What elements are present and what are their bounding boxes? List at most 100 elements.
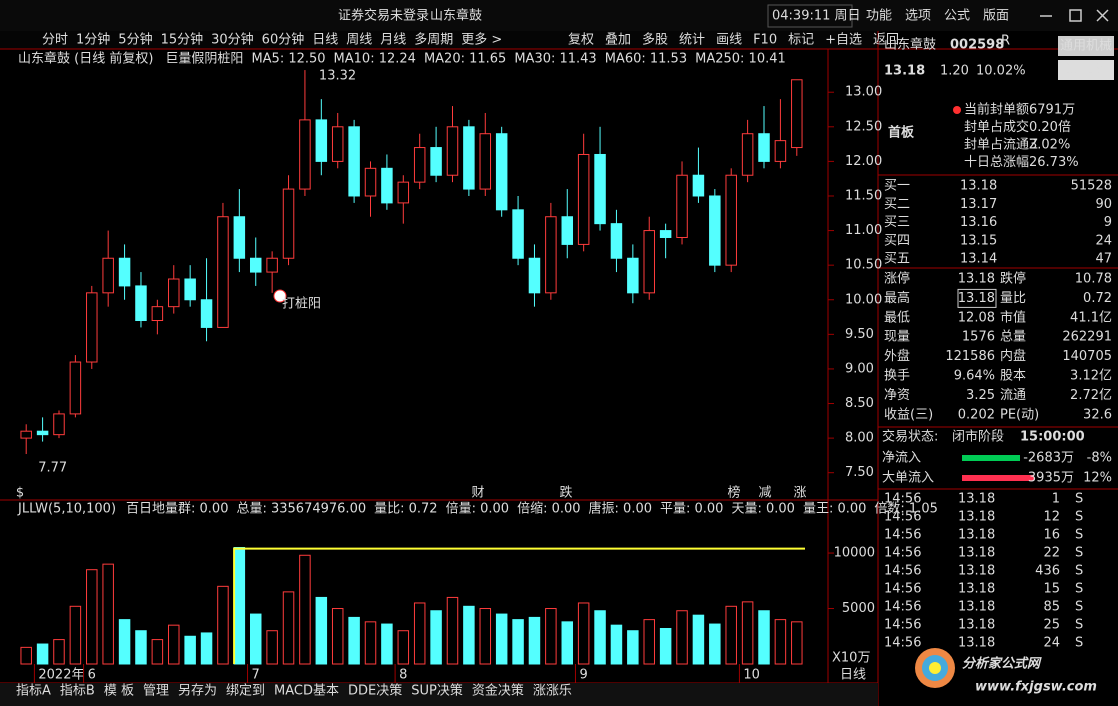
candle-body [397,181,410,204]
candle-body [479,133,492,190]
trade-side: S [1075,510,1083,525]
tab[interactable]: 资金决策 [472,683,524,699]
period-button[interactable]: 分时 [42,33,68,48]
tool-button[interactable]: 返回 [873,33,899,48]
chart-subtitle: 山东章鼓 (日线 前复权) [18,51,153,67]
trade-side: S [1075,582,1083,597]
tab[interactable]: DDE决策 [348,683,402,699]
trade-side: S [1075,600,1083,615]
stock-name: 山东章鼓 [884,37,936,53]
candle-body [282,188,295,259]
candle-body [184,278,196,301]
trade-price: 13.18 [958,546,995,561]
trade-volume: 85 [1043,600,1060,615]
y-tick-label: 11.00 [845,223,882,238]
volume-legend: 倍缩: 0.00 [517,501,580,517]
volume-bar [627,630,639,665]
ma-legend: MA5: 12.50 [251,52,325,67]
period-button[interactable]: 30分钟 [211,32,254,48]
period-button[interactable]: 1分钟 [76,32,110,48]
tab[interactable]: 指标A [16,684,51,699]
volume-bar [20,646,32,665]
period-button[interactable]: 5分钟 [118,32,152,48]
tab[interactable]: 另存为 [178,684,217,699]
volume-bar [709,623,721,665]
candle-body [692,174,705,197]
trade-time: 14:56 [884,636,921,651]
bid-price: 13.14 [960,252,997,267]
tool-button[interactable]: 标记 [788,33,814,48]
industry-pct-box [1058,60,1114,80]
volume-bar [135,630,147,665]
stat-label: 现量 [884,330,910,345]
flow-label: 大单流入 [882,471,934,486]
trade-time: 14:56 [884,618,921,633]
volume-bar [364,621,377,665]
period-button[interactable]: 15分钟 [161,32,204,48]
menu-item[interactable]: 选项 [905,9,931,24]
volume-bar [233,547,246,665]
seal-label: 十日总涨幅 [964,155,1029,170]
tab[interactable]: SUP决策 [411,683,463,699]
stat-value: 3.25 [966,388,995,403]
seal-label: 封单占成交 [964,119,1029,135]
bid-volume: 90 [1095,197,1112,212]
event-marker: 财 [471,486,484,501]
tab[interactable]: 绑定到 [226,684,265,699]
period-button[interactable]: 60分钟 [262,32,305,48]
tab[interactable]: 涨涨乐 [533,684,572,699]
stock-flag: R [1001,34,1010,49]
menu-item[interactable]: 功能 [866,9,892,24]
volume-bar [446,596,459,665]
period-button[interactable]: 月线 [380,33,406,48]
period-button[interactable]: 更多 > [461,32,502,48]
candle-body [348,126,360,197]
industry[interactable]: 通用机械 [1060,39,1112,54]
candle-body [659,230,672,238]
trade-time: 14:56 [884,492,921,507]
bid-volume: 47 [1095,252,1112,267]
volume-bar [266,630,278,665]
candle-body [413,147,426,183]
event-marker: $ [16,486,24,501]
menu-item[interactable]: 公式 [944,9,970,24]
period-button[interactable]: 多周期 [414,32,453,48]
volume-bar [69,605,82,665]
y-tick-label: 9.50 [845,327,874,342]
trade-volume: 1 [1052,492,1060,507]
tool-button[interactable]: F10 [753,33,777,48]
y-tick-label: 10.00 [845,292,882,307]
candle-body [446,126,459,176]
candle-body [151,306,164,322]
tool-button[interactable]: +自选 [825,33,862,48]
flow-bar [962,475,1034,481]
tool-button[interactable]: 复权 [568,32,594,48]
trade-time: 14:56 [884,510,921,525]
volume-bar [610,624,623,665]
trade-time: 14:56 [884,528,921,543]
bid-price: 13.18 [960,179,997,194]
tab[interactable]: 指标B [60,684,95,699]
tab[interactable]: 模 板 [104,684,134,699]
annotation-icon [273,289,287,303]
flow-pct: 12% [1083,471,1112,486]
volume-bar [528,616,541,665]
tool-button[interactable]: 多股 [642,32,668,48]
seal-value: 26.73% [1029,155,1079,170]
tool-button[interactable]: 叠加 [605,33,631,48]
trade-side: S [1075,492,1083,507]
y-tick-label: 10.50 [845,258,882,273]
window-controls[interactable] [1040,9,1109,22]
status-value: 闭市阶段 [952,429,1004,445]
menu-item[interactable]: 版面 [983,9,1009,24]
tool-button[interactable]: 画线 [716,33,742,48]
tab[interactable]: MACD基本 [274,684,339,699]
period-button[interactable]: 日线 [312,33,338,48]
status-label: 交易状态: [882,429,938,445]
period-button[interactable]: 周线 [346,33,372,48]
y-tick-label: 9.00 [845,361,874,376]
tool-button[interactable]: 统计 [679,33,705,48]
tab[interactable]: 管理 [143,684,169,699]
flow-bar [962,455,1020,461]
event-marker: 榜 [727,485,740,501]
